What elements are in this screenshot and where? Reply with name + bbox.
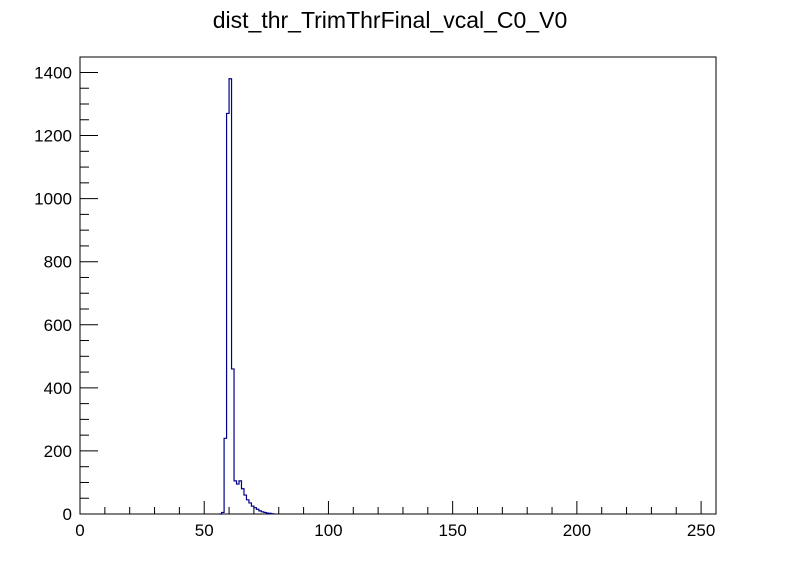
histogram-bar <box>234 481 236 514</box>
y-tick-label: 1400 <box>34 63 72 82</box>
y-tick-label: 1200 <box>34 127 72 146</box>
y-tick-label: 800 <box>44 253 72 272</box>
x-tick-label: 200 <box>563 521 591 540</box>
y-tick-label: 1000 <box>34 190 72 209</box>
histogram-bar <box>237 484 239 514</box>
x-tick-label: 150 <box>438 521 466 540</box>
chart-title: dist_thr_TrimThrFinal_vcal_C0_V0 <box>213 7 568 33</box>
x-tick-label: 0 <box>75 521 84 540</box>
histogram-outline <box>219 78 275 515</box>
x-tick-label: 250 <box>687 521 715 540</box>
x-tick-label: 50 <box>195 521 214 540</box>
x-tick-label: 100 <box>314 521 342 540</box>
plot-frame <box>79 56 717 515</box>
y-tick-label: 0 <box>63 505 72 524</box>
y-tick-label: 200 <box>44 442 72 461</box>
y-tick-label: 600 <box>44 316 72 335</box>
y-tick-label: 400 <box>44 379 72 398</box>
